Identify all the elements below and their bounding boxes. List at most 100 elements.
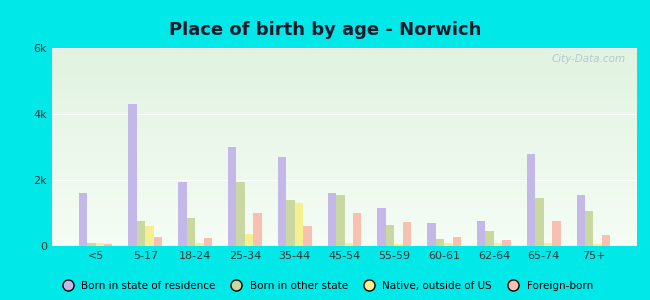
- Bar: [52, 82, 637, 84]
- Bar: [52, 113, 637, 115]
- Bar: [52, 119, 637, 121]
- Bar: [577, 195, 585, 246]
- Bar: [52, 98, 637, 100]
- Bar: [378, 208, 386, 246]
- Bar: [52, 200, 637, 202]
- Bar: [427, 223, 436, 246]
- Bar: [52, 88, 637, 90]
- Bar: [52, 155, 637, 157]
- Bar: [52, 167, 637, 169]
- Bar: [52, 78, 637, 80]
- Bar: [52, 129, 637, 131]
- Bar: [52, 208, 637, 210]
- Bar: [52, 90, 637, 92]
- Bar: [79, 193, 87, 246]
- Bar: [52, 169, 637, 171]
- Bar: [203, 238, 212, 246]
- Bar: [154, 237, 162, 246]
- Bar: [535, 198, 543, 246]
- Bar: [543, 243, 552, 246]
- Bar: [137, 221, 146, 246]
- Bar: [52, 62, 637, 64]
- Bar: [52, 240, 637, 242]
- Bar: [52, 183, 637, 184]
- Bar: [146, 226, 154, 246]
- Bar: [52, 100, 637, 101]
- Bar: [52, 222, 637, 224]
- Bar: [52, 111, 637, 113]
- Bar: [403, 222, 411, 246]
- Bar: [52, 58, 637, 60]
- Bar: [52, 228, 637, 230]
- Bar: [52, 68, 637, 70]
- Bar: [52, 76, 637, 78]
- Bar: [593, 244, 602, 246]
- Bar: [52, 149, 637, 151]
- Bar: [328, 193, 336, 246]
- Bar: [52, 163, 637, 165]
- Bar: [552, 221, 560, 246]
- Bar: [52, 101, 637, 103]
- Bar: [52, 193, 637, 194]
- Bar: [245, 235, 254, 246]
- Bar: [52, 84, 637, 85]
- Bar: [52, 80, 637, 82]
- Bar: [52, 72, 637, 74]
- Bar: [52, 141, 637, 143]
- Bar: [52, 121, 637, 123]
- Bar: [395, 244, 403, 246]
- Bar: [96, 243, 104, 246]
- Bar: [52, 230, 637, 232]
- Bar: [52, 242, 637, 244]
- Bar: [52, 177, 637, 179]
- Bar: [254, 213, 262, 246]
- Bar: [486, 231, 494, 246]
- Bar: [52, 173, 637, 175]
- Bar: [52, 54, 637, 56]
- Bar: [52, 212, 637, 214]
- Bar: [52, 206, 637, 208]
- Bar: [52, 199, 637, 200]
- Bar: [52, 137, 637, 139]
- Bar: [87, 243, 96, 246]
- Bar: [52, 66, 637, 68]
- Bar: [344, 243, 353, 246]
- Bar: [52, 181, 637, 183]
- Bar: [286, 200, 294, 246]
- Bar: [52, 179, 637, 181]
- Bar: [52, 70, 637, 72]
- Bar: [52, 232, 637, 234]
- Bar: [52, 204, 637, 206]
- Bar: [52, 194, 637, 196]
- Bar: [52, 60, 637, 62]
- Text: Place of birth by age - Norwich: Place of birth by age - Norwich: [169, 21, 481, 39]
- Bar: [52, 196, 637, 199]
- Bar: [52, 202, 637, 204]
- Bar: [52, 214, 637, 216]
- Bar: [52, 64, 637, 66]
- Bar: [52, 244, 637, 246]
- Bar: [52, 85, 637, 88]
- Bar: [52, 159, 637, 161]
- Bar: [386, 224, 395, 246]
- Bar: [52, 117, 637, 119]
- Bar: [52, 110, 637, 111]
- Bar: [52, 147, 637, 149]
- Bar: [444, 243, 452, 246]
- Bar: [353, 213, 361, 246]
- Bar: [52, 48, 637, 50]
- Bar: [52, 94, 637, 95]
- Bar: [452, 237, 461, 246]
- Bar: [336, 195, 344, 246]
- Bar: [52, 105, 637, 107]
- Bar: [52, 145, 637, 147]
- Bar: [477, 221, 486, 246]
- Bar: [52, 190, 637, 193]
- Bar: [52, 187, 637, 189]
- Bar: [52, 107, 637, 110]
- Bar: [52, 151, 637, 153]
- Bar: [52, 238, 637, 240]
- Bar: [52, 175, 637, 177]
- Bar: [52, 125, 637, 127]
- Bar: [52, 103, 637, 105]
